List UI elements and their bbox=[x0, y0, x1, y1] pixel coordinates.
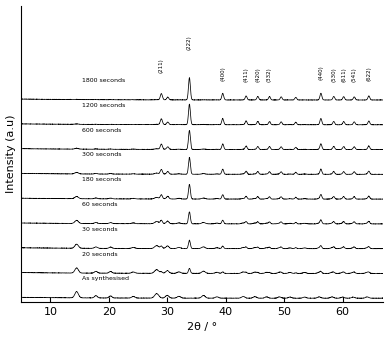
Text: 1800 seconds: 1800 seconds bbox=[82, 78, 126, 83]
Text: (530): (530) bbox=[331, 67, 336, 82]
Text: (541): (541) bbox=[352, 67, 357, 82]
Text: (622): (622) bbox=[366, 67, 371, 81]
Text: (411): (411) bbox=[244, 67, 249, 82]
Text: (332): (332) bbox=[267, 67, 272, 82]
X-axis label: 2θ / °: 2θ / ° bbox=[187, 322, 217, 333]
Text: (440): (440) bbox=[319, 65, 323, 80]
Text: 300 seconds: 300 seconds bbox=[82, 152, 122, 158]
Text: (222): (222) bbox=[187, 35, 192, 50]
Y-axis label: Intensity (a.u): Intensity (a.u) bbox=[5, 115, 16, 193]
Text: 1200 seconds: 1200 seconds bbox=[82, 103, 126, 108]
Text: As synthesised: As synthesised bbox=[82, 276, 130, 281]
Text: 180 seconds: 180 seconds bbox=[82, 177, 122, 182]
Text: 30 seconds: 30 seconds bbox=[82, 227, 118, 232]
Text: 20 seconds: 20 seconds bbox=[82, 251, 118, 257]
Text: 600 seconds: 600 seconds bbox=[82, 128, 122, 132]
Text: (420): (420) bbox=[255, 67, 260, 82]
Text: 60 seconds: 60 seconds bbox=[82, 202, 118, 207]
Text: (400): (400) bbox=[220, 67, 225, 81]
Text: (211): (211) bbox=[159, 58, 164, 73]
Text: (611): (611) bbox=[341, 67, 346, 82]
